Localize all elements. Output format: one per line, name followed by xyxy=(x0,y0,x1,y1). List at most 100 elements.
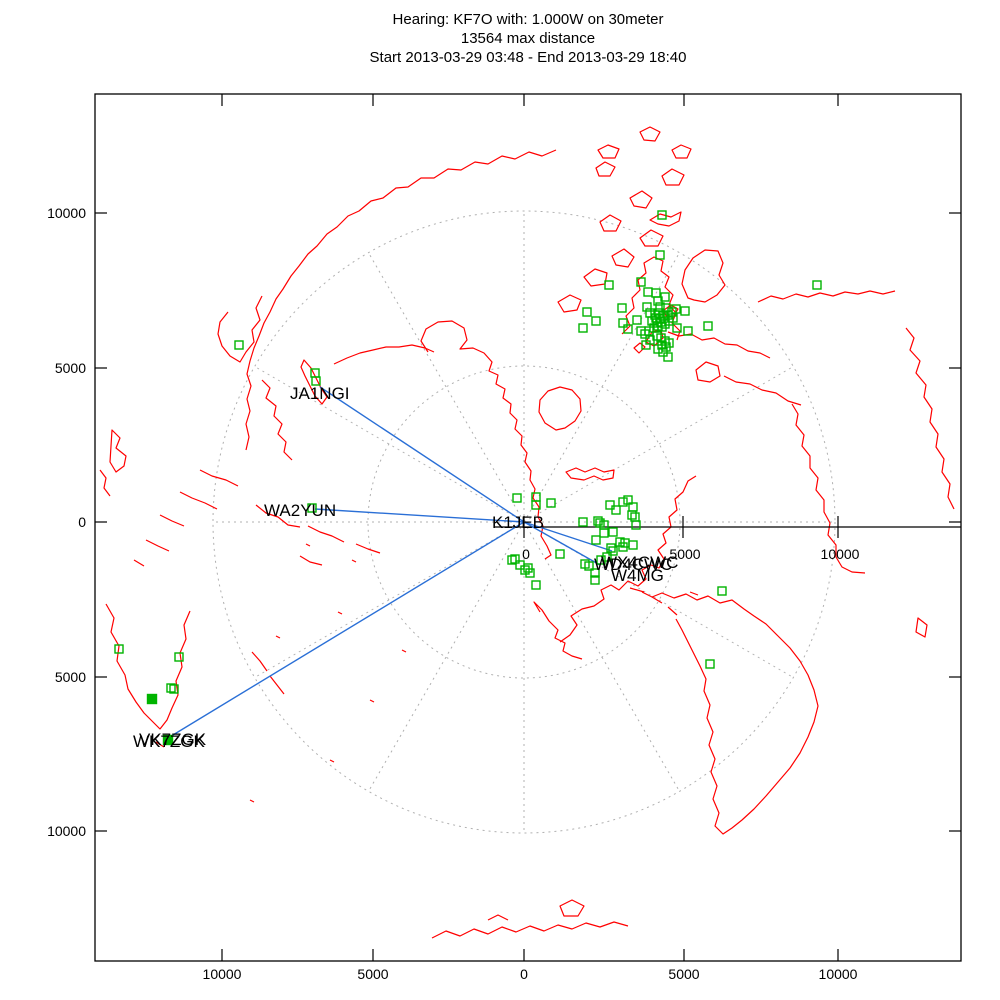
chart-title: Hearing: KF7O with: 1.000W on 30meter 13… xyxy=(95,10,961,67)
spot-marker xyxy=(705,659,715,669)
spot-marker xyxy=(531,580,541,590)
coastline-path xyxy=(133,469,381,567)
spot-marker xyxy=(590,575,600,585)
spot-marker xyxy=(643,287,653,297)
spot-marker xyxy=(623,324,633,334)
center-axis-tick-label: 10000 xyxy=(821,546,860,562)
spot-marker xyxy=(636,277,646,287)
spot-marker xyxy=(647,316,657,326)
y-tick-label: 0 xyxy=(78,514,86,530)
spot-marker xyxy=(520,565,530,575)
spot-marker xyxy=(618,497,628,507)
coastline-path xyxy=(245,149,557,451)
spot-marker xyxy=(627,510,637,520)
coastline-path xyxy=(420,320,552,560)
spot-marker xyxy=(307,503,317,513)
coastline-path xyxy=(538,386,582,431)
coastline-path xyxy=(681,249,726,303)
station-label-wd4cwc: WD4CWC xyxy=(594,555,672,574)
spot-marker xyxy=(584,561,594,571)
spot-marker xyxy=(812,280,822,290)
spot-marker xyxy=(606,543,616,553)
coastline-path xyxy=(261,379,293,461)
spot-marker xyxy=(653,344,663,354)
bearing-line-w4mg xyxy=(523,521,601,566)
station-label-w4mg: W4MG xyxy=(611,566,664,585)
spot-marker xyxy=(672,323,682,333)
center-axis-tick-label: 5000 xyxy=(669,546,700,562)
spot-marker xyxy=(525,568,535,578)
spot-marker xyxy=(642,302,652,312)
coastline-path xyxy=(791,403,866,574)
x-tick-label: 5000 xyxy=(668,966,699,982)
coastline-path xyxy=(249,543,407,803)
coastline-path xyxy=(559,475,697,643)
spot-marker xyxy=(703,321,713,331)
spot-marker xyxy=(617,303,627,313)
coastline-path xyxy=(757,290,896,303)
grid-distance-circle xyxy=(367,365,681,679)
grid-spoke xyxy=(254,366,525,523)
spot-marker xyxy=(608,546,618,556)
station-label-wx4cwc: WX4CWC xyxy=(601,553,678,572)
spot-marker xyxy=(510,554,520,564)
spot-marker xyxy=(582,307,592,317)
x-tick-label: 0 xyxy=(520,966,528,982)
spot-marker xyxy=(234,340,244,350)
spot-marker xyxy=(631,520,641,530)
coastline-path xyxy=(597,126,692,227)
spot-marker xyxy=(578,517,588,527)
coastline-path xyxy=(667,331,802,406)
spot-marker xyxy=(645,308,655,318)
coastline-path xyxy=(217,295,263,363)
spot-marker xyxy=(680,306,690,316)
spot-marker xyxy=(683,326,693,336)
spot-marker xyxy=(523,563,533,573)
bearing-line-wk7zgk xyxy=(167,521,525,739)
grid-spoke xyxy=(523,521,680,792)
spot-marker xyxy=(664,316,674,326)
grid-spoke xyxy=(254,521,525,678)
spot-marker xyxy=(641,340,651,350)
station-label-ja1ngi: JA1NGI xyxy=(290,384,350,403)
y-tick-label: 10000 xyxy=(47,205,86,221)
grid-spoke xyxy=(368,252,525,523)
spot-marker xyxy=(611,505,621,515)
spot-marker xyxy=(591,316,601,326)
bearing-line-wa2yun xyxy=(314,508,525,523)
grid-spoke xyxy=(523,521,794,678)
spot-marker xyxy=(599,528,609,538)
chart-title-line1: Hearing: KF7O with: 1.000W on 30meter xyxy=(392,11,664,28)
station-label-vk7zgk: VK7ZGK xyxy=(139,730,207,749)
spot-marker xyxy=(591,535,601,545)
coastline-path xyxy=(105,603,285,748)
spot-marker xyxy=(655,250,665,260)
x-tick-label: 10000 xyxy=(203,966,242,982)
coastline-path xyxy=(333,344,435,365)
y-tick-label: 10000 xyxy=(47,823,86,839)
spot-marker xyxy=(671,304,681,314)
spot-marker xyxy=(608,527,618,537)
center-axis-tick-label: 0 xyxy=(522,546,530,562)
y-tick-label: 5000 xyxy=(55,669,86,685)
grid-spoke xyxy=(368,521,525,792)
chart-title-line2: 13564 max distance xyxy=(460,30,596,47)
spot-marker xyxy=(618,318,628,328)
station-label-k1jeb: K1JEB xyxy=(492,513,544,532)
spot-marker xyxy=(602,552,612,562)
spot-marker xyxy=(590,568,600,578)
spot-marker xyxy=(618,542,628,552)
spot-marker xyxy=(114,644,124,654)
spot-marker xyxy=(630,512,640,522)
spot-marker xyxy=(604,280,614,290)
spot-marker xyxy=(512,493,522,503)
spot-marker xyxy=(546,498,556,508)
coastline-path xyxy=(300,359,328,405)
spot-marker xyxy=(311,376,321,386)
spot-marker xyxy=(555,549,565,559)
bearing-line-wx4cwc xyxy=(523,521,613,552)
spot-marker xyxy=(653,296,663,306)
coastline-path xyxy=(557,161,685,313)
spot-marker xyxy=(605,500,615,510)
